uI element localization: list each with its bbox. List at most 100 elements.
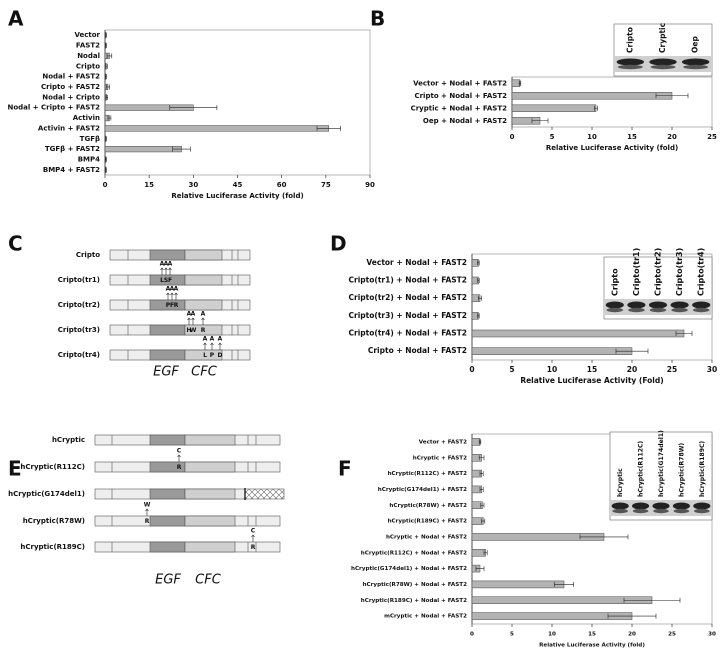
blot-band [632,508,649,514]
mutation-arrow [218,342,222,350]
error-bar [480,502,485,508]
category-label: hCryptic + FAST2 [413,455,467,461]
blot-label: hCryptic(R189C) [699,441,706,497]
x-axis-title: Relative Luciferase Activity (fold) [546,144,678,152]
mutation-arrow [187,317,191,325]
panel-label: F [338,457,352,481]
blot-label: hCryptic(R112C) [638,441,645,497]
blot-band [681,58,710,66]
blot-band [692,307,710,313]
blot-label: Oep [691,36,700,53]
error-bar [169,105,218,111]
category-label: Cripto(tr1) + Nodal + FAST2 [349,276,467,285]
x-tick-label: 25 [668,632,676,638]
error-bar [105,63,108,69]
error-bar [478,295,482,301]
x-tick-label: 60 [277,181,287,189]
mutation-to: A [164,261,169,268]
mutation-arrow [164,267,168,275]
category-label: FAST2 [76,42,100,50]
category-label: hCryptic(R189C) + FAST2 [388,519,468,525]
category-label: Cripto + Nodal + FAST2 [414,92,507,100]
mutation-arrow [210,342,214,350]
construct-label: Cripto(tr3) [58,326,100,334]
x-tick-label: 20 [627,365,637,374]
category-label: hCryptic + Nodal + FAST2 [386,534,467,540]
cfc-domain [184,461,236,473]
blot-band [653,508,669,514]
x-tick-label: 30 [188,181,198,189]
mutation-from: P [210,352,215,359]
x-tick-label: 15 [627,133,637,141]
blot-label: Cripto(tr1) [632,248,641,296]
plot-frame [104,29,371,176]
category-label: Vector [74,31,100,39]
x-tick-label: 10 [547,365,557,374]
category-label: TGFβ + FAST2 [45,145,100,153]
egf-domain [149,249,186,261]
blot-band [605,301,624,309]
error-bar [104,136,107,142]
error-bar [623,597,681,603]
x-tick-label: 15 [588,632,596,638]
error-bar [104,167,107,173]
category-label: hCryptic(G174del1) + Nodal + FAST2 [351,566,467,572]
construct-label: hCryptic(R78W) [23,517,85,525]
cfc-domain [184,515,236,527]
cfc-domain [184,349,223,361]
x-tick-label: 75 [321,181,331,189]
mutation-from: D [218,352,223,359]
blot-band [628,307,645,313]
category-label: TGFβ [80,135,100,143]
domain-label: CFC [191,365,218,380]
blot-band [683,64,709,70]
x-tick-label: 30 [707,365,717,374]
error-bar [554,581,574,587]
x-tick-label: 90 [365,181,375,189]
blot-band [693,502,711,510]
egf-domain [149,515,186,527]
blot-label: Cripto(tr3) [675,248,684,296]
category-label: mCryptic + Nodal + FAST2 [384,614,467,620]
error-bar [107,115,112,121]
bar [471,329,685,338]
blot-band [612,508,628,514]
error-bar [615,348,649,354]
category-label: Nodal [77,52,100,60]
blot-band [692,301,711,309]
error-bar [607,613,657,619]
error-bar [479,486,484,492]
error-bar [104,74,107,80]
category-label: BMP4 + FAST2 [43,166,100,174]
mutation-to: A [166,286,171,293]
category-label: BMP4 [78,155,100,163]
bar [471,580,565,589]
x-tick-label: 0 [470,632,474,638]
category-label: hCryptic(R112C) + FAST2 [388,471,468,477]
panel-label: C [8,232,23,256]
cfc-domain [184,274,223,286]
construct-label: Cripto(tr2) [58,301,100,309]
panel-label: A [8,7,24,31]
blot-label: Cripto(tr4) [697,248,706,296]
mutation-from: S [164,277,168,284]
x-axis-title: Relative Luciferase Activity (fold) [171,192,303,200]
x-axis-title: Relative Luciferase Activity (Fold) [520,376,663,385]
error-bar [172,146,191,152]
x-tick-label: 25 [667,365,677,374]
mutation-arrow [170,292,174,300]
blot-band [650,64,676,70]
category-label: Cripto + Nodal + FAST2 [368,346,467,355]
x-tick-label: 0 [103,181,108,189]
x-tick-label: 0 [510,133,515,141]
x-tick-label: 10 [587,133,597,141]
blot-band [617,64,643,70]
mutation-from: R [177,464,182,471]
mutation-arrow [160,267,164,275]
error-bar [104,32,107,38]
error-bar [655,93,689,99]
mutation-from: H [186,327,191,334]
blot-band [606,307,624,313]
x-tick-label: 10 [548,632,556,638]
category-label: Activin + FAST2 [38,124,100,132]
